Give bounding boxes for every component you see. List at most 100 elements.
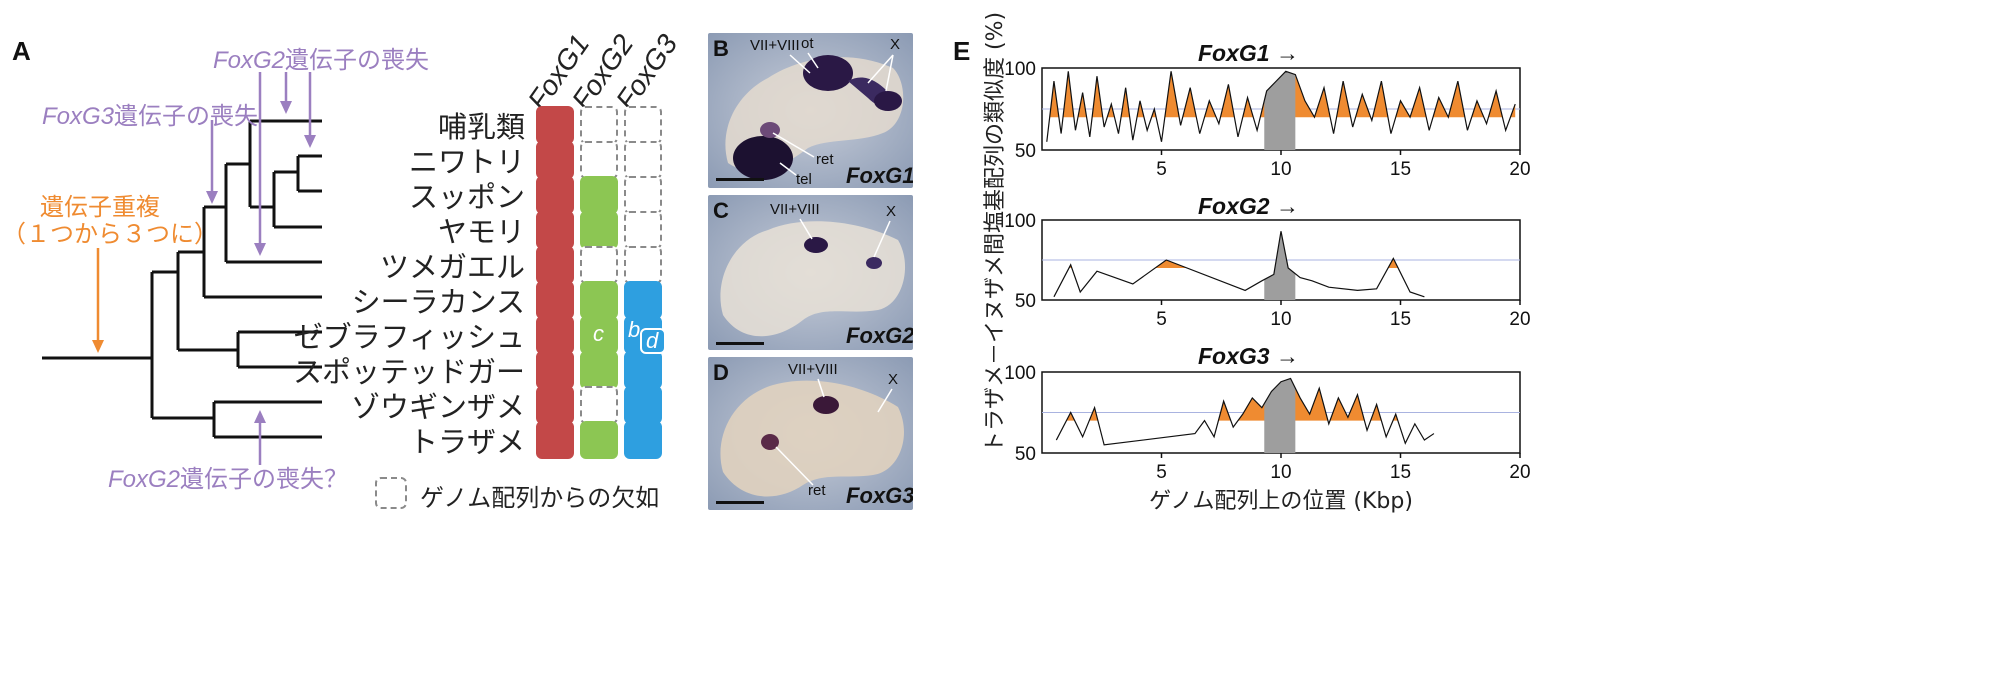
plot-title-foxg2: FoxG2 → (1198, 193, 1299, 220)
plot-title-foxg1: FoxG1 → (1198, 40, 1299, 67)
y-tick-label: 100 (1004, 363, 1036, 384)
legend-absent-label: ゲノム配列からの欠如 (420, 484, 660, 512)
species-name: ヤモリ (437, 215, 525, 249)
annotation-foxg2-loss-question: FoxG2遺伝子の喪失？ (108, 459, 348, 494)
presence-cell-foxg3-blue (624, 351, 662, 389)
arrow-icon: → (1275, 40, 1299, 66)
label-vii-viii: VII+VIII (788, 361, 838, 378)
zebrafish-foxg3-d-label: d (646, 328, 659, 353)
pointer-lines-d (775, 378, 893, 486)
presence-cell-foxg1-red (536, 211, 574, 249)
y-tick-label: 50 (1015, 141, 1036, 162)
presence-cell-foxg2-absent (580, 386, 618, 424)
presence-cell-foxg1-red (536, 316, 574, 354)
y-tick-label: 100 (1004, 211, 1036, 232)
presence-cell-foxg3-absent (624, 246, 662, 284)
panel-letter-a: A (12, 36, 31, 66)
gene-label-b: FoxG1 (846, 163, 913, 188)
y-tick-label: 50 (1015, 291, 1036, 312)
presence-cell-foxg3-absent (624, 211, 662, 249)
x-tick-label: 15 (1390, 159, 1411, 180)
x-tick-label: 15 (1390, 309, 1411, 330)
y-tick-label: 50 (1015, 444, 1036, 465)
presence-cell-foxg2-green (580, 176, 618, 214)
presence-cell-foxg1-red (536, 386, 574, 424)
species-name: ツメガエル (379, 250, 525, 284)
plot-title-text: FoxG3 (1198, 343, 1270, 369)
gene-label-c: FoxG2 (846, 323, 913, 348)
similarity-area (1066, 378, 1398, 421)
zebrafish-foxg2-label: c (593, 321, 604, 346)
annotation-gene-name: FoxG2 (108, 466, 181, 493)
presence-cell-foxg2-absent (580, 246, 618, 284)
gene-label-d: FoxG3 (846, 483, 913, 508)
photo-panel-d: D VII+VIII X ret FoxG3 (708, 357, 913, 510)
pointer-lines-c (799, 218, 891, 258)
label-x: X (886, 203, 897, 220)
label-x: X (888, 371, 899, 388)
presence-cell-foxg3-absent (624, 176, 662, 214)
x-tick-label: 10 (1270, 462, 1291, 483)
panel-letter-b: B (713, 36, 729, 61)
presence-cell-foxg1-red (536, 351, 574, 389)
x-tick-label: 20 (1509, 159, 1530, 180)
panel-letter-c: C (713, 198, 729, 223)
x-tick-label: 20 (1509, 309, 1530, 330)
annotation-duplication-line2: （１つから３つに） (2, 220, 218, 248)
label-tel: tel (796, 171, 812, 188)
species-name: ゾウギンザメ (350, 390, 525, 424)
presence-cell-foxg3-blue (624, 281, 662, 319)
species-name: ニワトリ (408, 145, 525, 179)
presence-cell-foxg2-green (580, 211, 618, 249)
label-ret: ret (816, 151, 834, 168)
photo-panel-b: B VII+VIII ot X ret tel FoxG1 (708, 33, 913, 188)
arrow-icon: → (1275, 193, 1299, 219)
zebrafish-foxg3-d-cell (640, 328, 666, 354)
presence-cell-foxg3-absent (624, 141, 662, 179)
presence-cell-foxg1-red (536, 106, 574, 144)
label-ot: ot (801, 35, 814, 52)
species-name: スポッテッドガー (292, 355, 525, 389)
plot-foxg3: 50 100 5 10 15 20 (1004, 363, 1530, 483)
photo-panel-c: C VII+VIII X FoxG2 (708, 195, 913, 350)
x-axis-label: ゲノム配列上の位置 (Kbp) (1149, 489, 1413, 514)
x-tick-label: 20 (1509, 462, 1530, 483)
plot-foxg1: 50 100 5 10 15 20 (1004, 59, 1530, 180)
y-tick-label: 100 (1004, 59, 1036, 80)
similarity-line (1055, 377, 1435, 446)
presence-cell-foxg3-blue (624, 421, 662, 459)
presence-cell-foxg1-red (536, 141, 574, 179)
embryo-image-foxg3 (708, 357, 913, 510)
annotation-text: 遺伝子の喪失？ (180, 465, 349, 493)
x-tick-label: 5 (1156, 462, 1167, 483)
annotation-foxg3-loss: FoxG3遺伝子の喪失 (42, 96, 258, 131)
presence-cell-foxg2-green (580, 421, 618, 459)
label-ret: ret (808, 482, 826, 499)
scale-bar-b (716, 178, 764, 181)
legend-absent-swatch (375, 477, 407, 509)
plot-title-foxg3: FoxG3 → (1198, 343, 1299, 370)
species-name: ゼブラフィッシュ (293, 320, 525, 354)
pointer-lines-b (772, 52, 894, 176)
embryo-image-foxg1 (708, 33, 913, 188)
presence-cell-foxg2-green (580, 316, 618, 354)
species-name: スッポン (408, 180, 525, 214)
species-name: シーラカンス (351, 285, 525, 319)
presence-cell-foxg2-absent (580, 141, 618, 179)
tree-branches (42, 119, 322, 439)
presence-cell-foxg3-absent (624, 106, 662, 144)
x-tick-label: 10 (1270, 159, 1291, 180)
x-tick-label: 15 (1390, 462, 1411, 483)
annotation-duplication-line1: 遺伝子重複 (40, 193, 160, 221)
plot-title-text: FoxG2 (1198, 193, 1270, 219)
x-tick-label: 10 (1270, 309, 1291, 330)
species-name: トラザメ (408, 425, 525, 459)
presence-cell-foxg2-green (580, 281, 618, 319)
similarity-line (1053, 231, 1425, 298)
panel-letter-e: E (953, 36, 971, 66)
x-tick-label: 5 (1156, 159, 1167, 180)
zebrafish-foxg3-b-label: b (628, 317, 641, 342)
similarity-line (1046, 70, 1516, 142)
label-x: X (890, 36, 901, 53)
annotation-gene-name: FoxG2 (213, 47, 286, 74)
